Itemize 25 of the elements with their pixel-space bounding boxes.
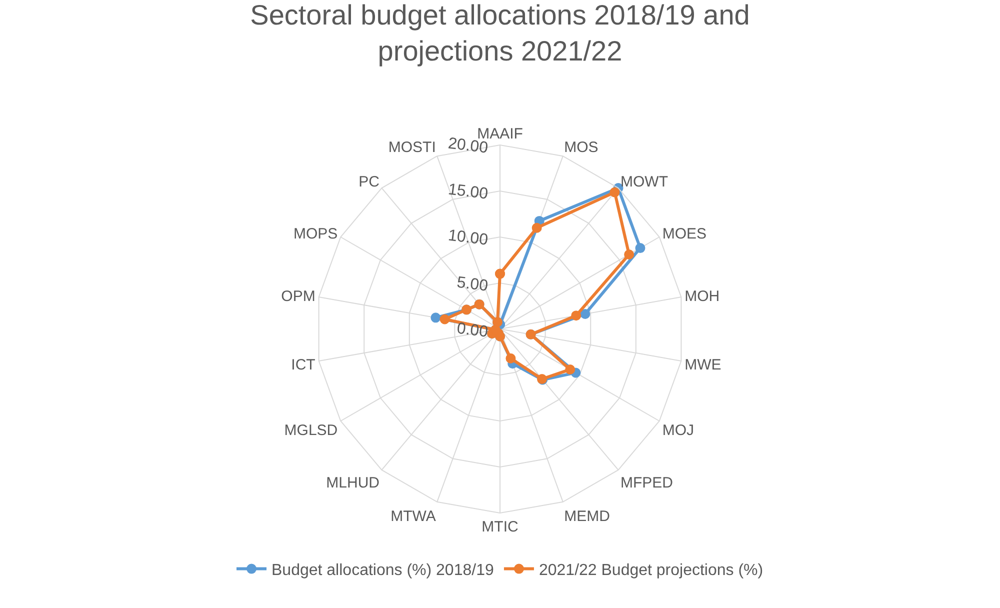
spoke-label: MOH [684, 288, 720, 306]
spoke-label: OPM [281, 288, 316, 306]
spoke-label: MOSTI [388, 138, 436, 156]
spoke-label: ICT [291, 356, 316, 374]
spoke-label: MTIC [482, 518, 518, 536]
spoke-label: MOES [662, 225, 707, 242]
spoke-label: MGLSD [284, 422, 338, 439]
spoke-label: MLHUD [326, 474, 380, 492]
spoke-label: MOPS [293, 225, 338, 242]
spoke-label: MFPED [620, 474, 674, 492]
y-tick-label: 15.00 [447, 181, 489, 203]
spoke-label: MOWT [620, 173, 668, 190]
legend-label: 2021/22 Budget projections (%) [538, 562, 764, 580]
spoke-label: MEMD [564, 508, 610, 526]
spoke-label: MOJ [662, 422, 694, 439]
y-tick-label: 10.00 [447, 227, 489, 249]
spoke-label: MOS [564, 138, 598, 156]
spoke-label: MTWA [390, 508, 436, 526]
spoke-label: MWE [684, 356, 722, 374]
y-tick-label: 0.00 [456, 320, 490, 341]
spoke-label: MAAIF [477, 126, 523, 142]
chart-title: Sectoral budget allocations 2018/19 and projections 2021/22 [250, 0, 750, 67]
y-tick-label: 5.00 [456, 274, 490, 295]
spoke-label: PC [358, 173, 380, 190]
legend-label: Budget allocations (%) 2018/19 [272, 562, 494, 580]
